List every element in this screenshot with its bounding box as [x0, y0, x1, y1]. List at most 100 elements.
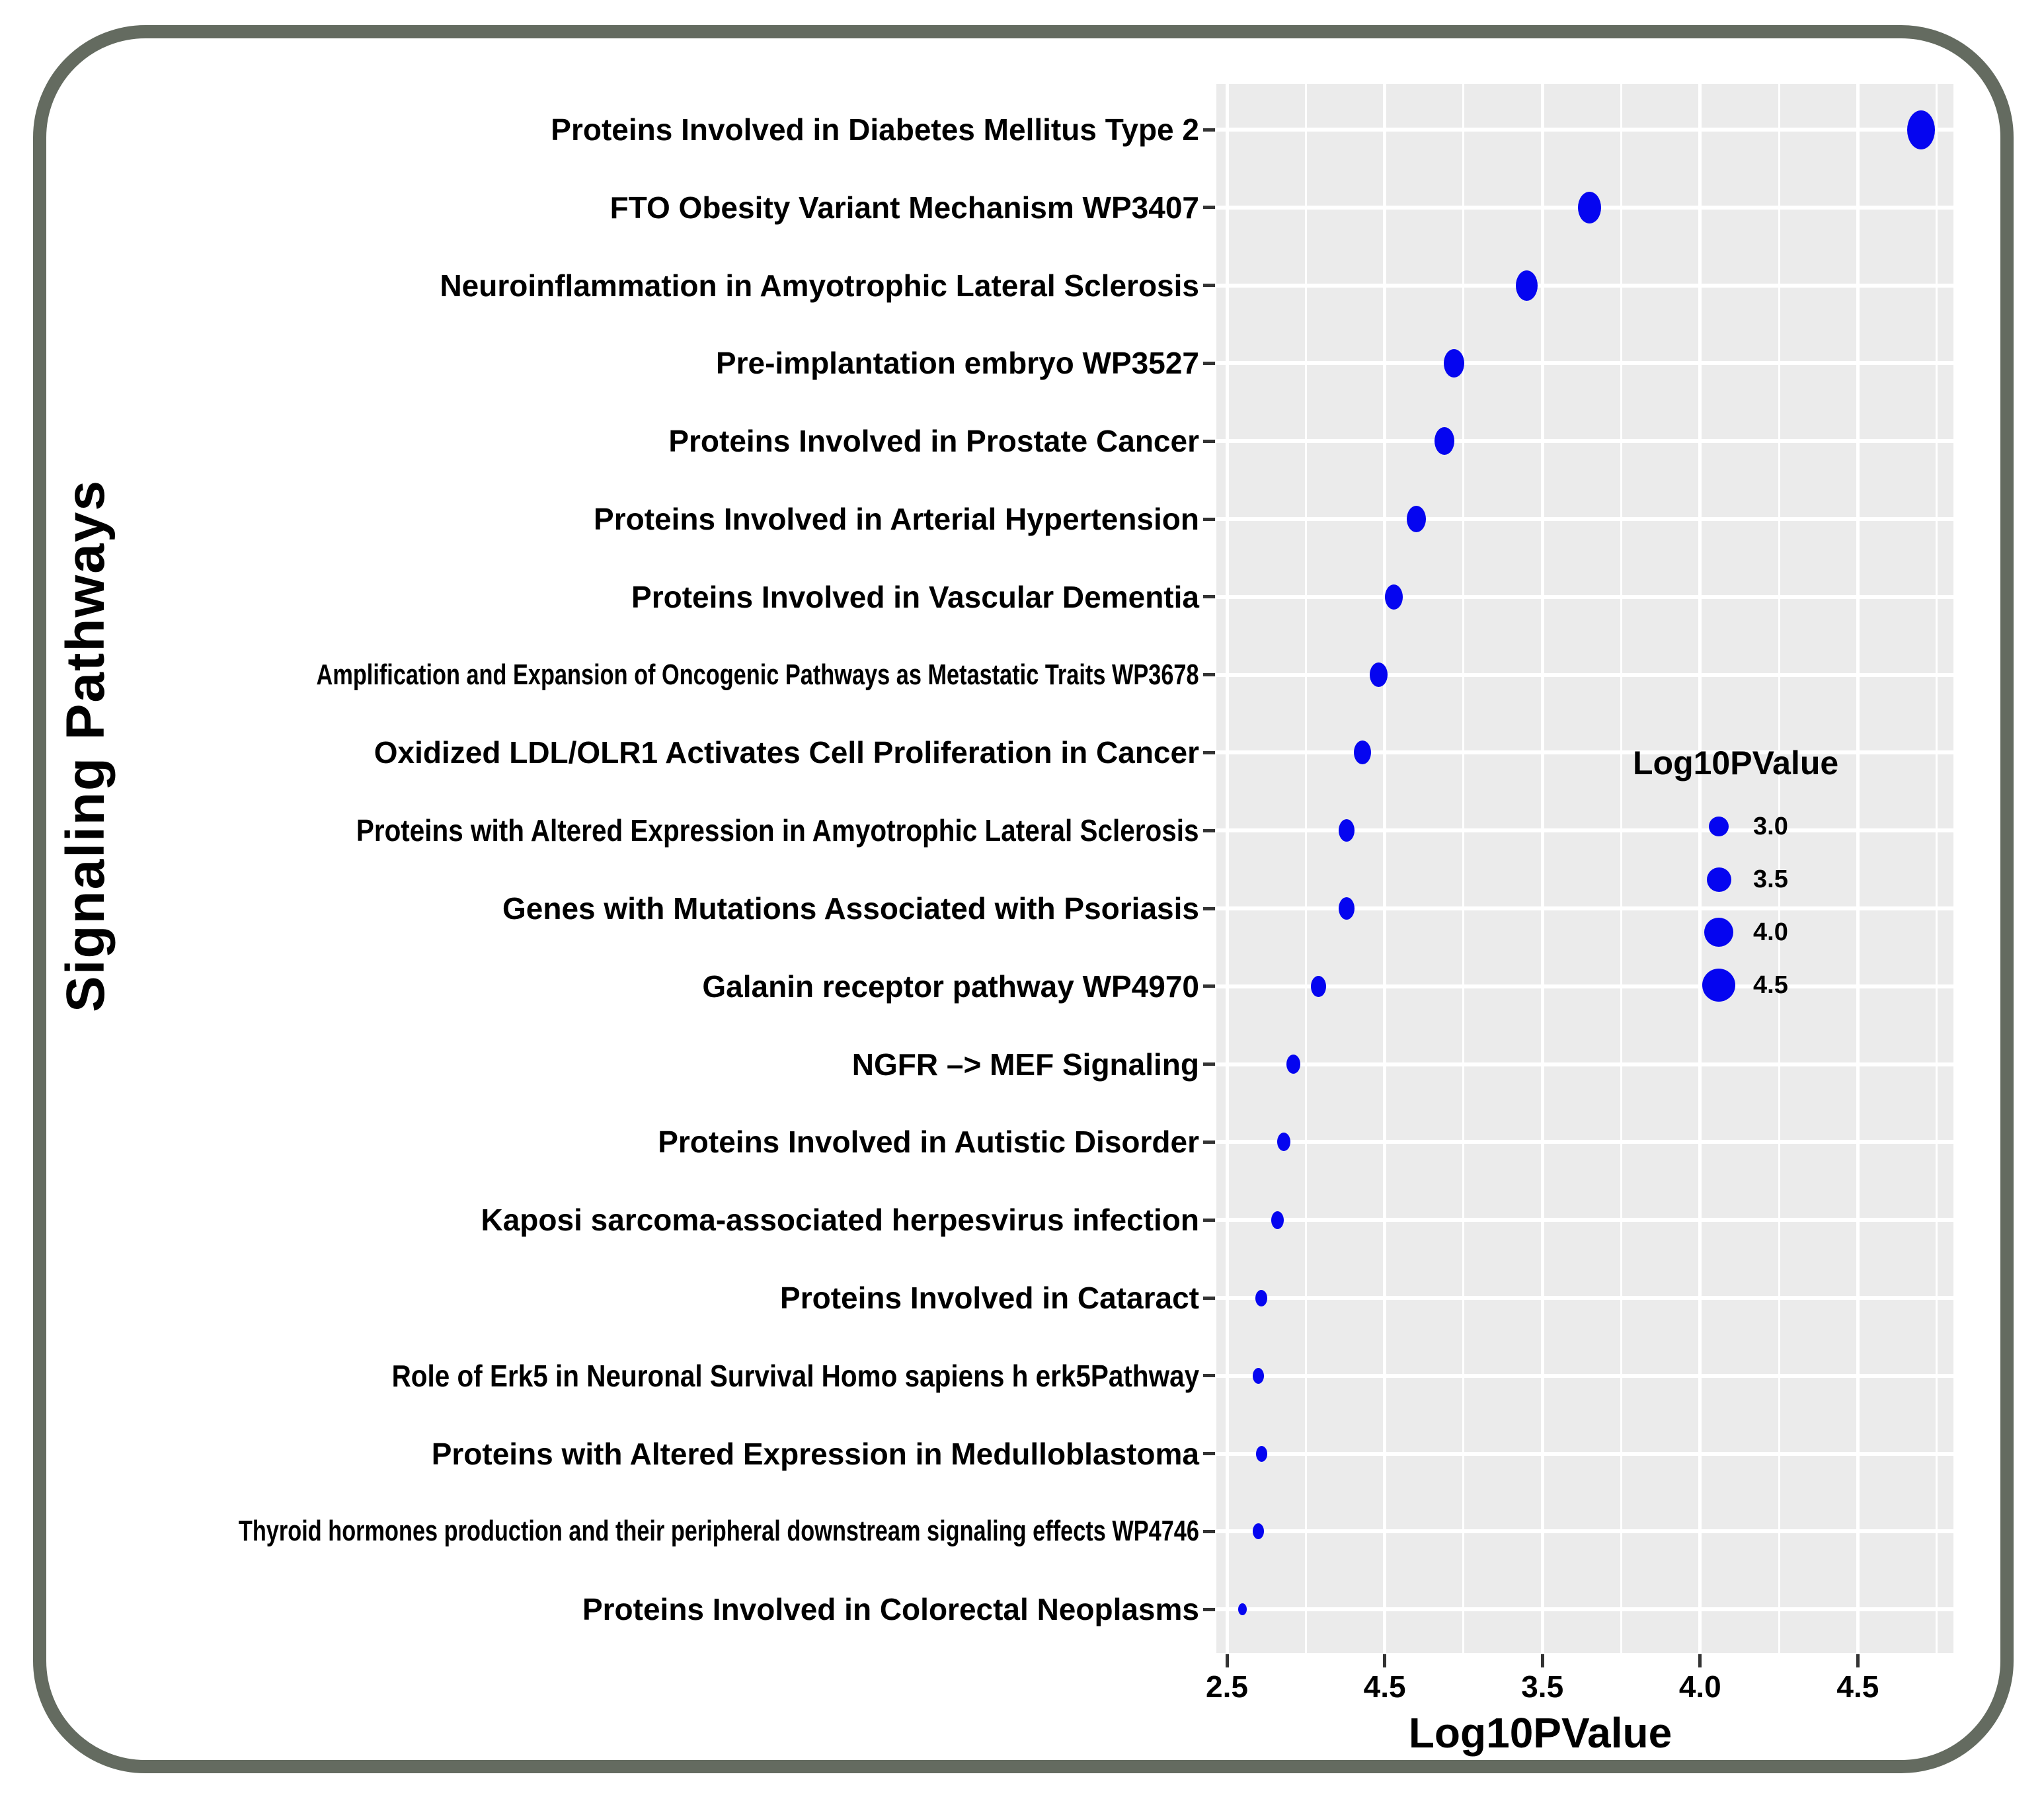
pathway-label: Proteins Involved in Arterial Hypertensi…: [594, 502, 1199, 536]
pathway-label: FTO Obesity Variant Mechanism WP3407: [609, 190, 1199, 225]
plot-panel: [1216, 84, 1953, 1653]
y-tick-mark: [1203, 1218, 1215, 1222]
major-gridline: [1856, 84, 1860, 1653]
data-point: [1406, 506, 1426, 532]
y-tick-mark: [1203, 673, 1215, 677]
y-tick-mark: [1203, 1296, 1215, 1300]
pathway-label: Neuroinflammation in Amyotrophic Lateral…: [440, 268, 1199, 303]
data-point: [1369, 662, 1388, 688]
major-gridline: [1225, 84, 1229, 1653]
data-point: [1385, 584, 1403, 610]
row-gridline: [1216, 672, 1953, 677]
y-tick-mark: [1203, 517, 1215, 521]
major-gridline: [1383, 84, 1387, 1653]
data-point: [1286, 1055, 1300, 1074]
legend-value-label: 3.0: [1753, 813, 1788, 840]
pathway-label: Galanin receptor pathway WP4970: [702, 969, 1199, 1004]
pathway-label: Genes with Mutations Associated with Pso…: [502, 891, 1199, 926]
row-gridline: [1216, 517, 1953, 521]
y-tick-mark: [1203, 206, 1215, 210]
pathway-label: Proteins Involved in Prostate Cancer: [668, 424, 1199, 459]
y-tick-mark: [1203, 1452, 1215, 1456]
legend-key-dot: [1706, 867, 1731, 892]
legend-value-label: 4.5: [1753, 971, 1788, 999]
y-tick-mark: [1203, 361, 1215, 365]
y-tick-mark: [1203, 1140, 1215, 1144]
row-gridline: [1216, 594, 1953, 599]
minor-gridline: [1304, 84, 1307, 1653]
x-tick-label: 2.5: [1206, 1669, 1248, 1704]
row-gridline: [1216, 1607, 1953, 1612]
legend-key-dot: [1704, 918, 1733, 947]
data-point: [1253, 1523, 1265, 1540]
legend-key-dot: [1709, 817, 1729, 836]
data-point: [1354, 740, 1372, 765]
row-gridline: [1216, 1140, 1953, 1144]
row-gridline: [1216, 828, 1953, 833]
x-tick-label: 4.5: [1363, 1669, 1406, 1704]
x-tick-mark: [1698, 1654, 1702, 1667]
minor-gridline: [1620, 84, 1622, 1653]
x-tick-label: 4.5: [1836, 1669, 1879, 1704]
minor-gridline: [1462, 84, 1465, 1653]
row-gridline: [1216, 984, 1953, 988]
data-point: [1238, 1603, 1247, 1616]
legend-key-dot: [1702, 969, 1735, 1002]
pathway-label: Thyroid hormones production and their pe…: [238, 1515, 1199, 1548]
pathway-label: Proteins with Altered Expression in Medu…: [431, 1436, 1199, 1471]
y-tick-mark: [1203, 1374, 1215, 1378]
pathway-label: Pre-implantation embryo WP3527: [715, 346, 1199, 381]
pathway-label: Role of Erk5 in Neuronal Survival Homo s…: [391, 1358, 1199, 1393]
row-gridline: [1216, 1451, 1953, 1456]
pathway-label: Proteins with Altered Expression in Amyo…: [356, 813, 1199, 848]
x-tick-mark: [1383, 1654, 1387, 1667]
row-gridline: [1216, 1062, 1953, 1066]
y-tick-mark: [1203, 1607, 1215, 1611]
row-gridline: [1216, 1529, 1953, 1534]
row-gridline: [1216, 283, 1953, 288]
data-point: [1310, 975, 1326, 997]
row-gridline: [1216, 1218, 1953, 1222]
major-gridline: [1698, 84, 1702, 1653]
pathway-label: Amplification and Expansion of Oncogenic…: [316, 658, 1199, 691]
y-tick-mark: [1203, 984, 1215, 988]
pathway-label: Proteins Involved in Autistic Disorder: [658, 1125, 1199, 1160]
y-tick-mark: [1203, 906, 1215, 910]
pathway-label: Proteins Involved in Diabetes Mellitus T…: [551, 112, 1199, 147]
y-tick-mark: [1203, 284, 1215, 288]
pathway-label: Oxidized LDL/OLR1 Activates Cell Prolife…: [373, 735, 1199, 770]
y-tick-mark: [1203, 595, 1215, 599]
pathway-label: Proteins Involved in Vascular Dementia: [631, 579, 1199, 614]
row-gridline: [1216, 1296, 1953, 1300]
x-tick-mark: [1540, 1654, 1544, 1667]
pathway-label: Kaposi sarcoma-associated herpesvirus in…: [481, 1203, 1199, 1238]
row-gridline: [1216, 439, 1953, 444]
x-tick-label: 3.5: [1521, 1669, 1564, 1704]
x-tick-label: 4.0: [1678, 1669, 1721, 1704]
row-gridline: [1216, 750, 1953, 755]
minor-gridline: [1936, 84, 1938, 1653]
row-gridline: [1216, 1373, 1953, 1378]
major-gridline: [1540, 84, 1544, 1653]
pathway-label: Proteins Involved in Colorectal Neoplasm…: [582, 1592, 1199, 1627]
x-axis-title: Log10PValue: [1408, 1709, 1672, 1757]
data-point: [1906, 110, 1935, 149]
data-point: [1255, 1289, 1268, 1306]
row-gridline: [1216, 361, 1953, 366]
data-point: [1253, 1367, 1265, 1384]
y-tick-mark: [1203, 828, 1215, 832]
y-tick-mark: [1203, 1529, 1215, 1533]
y-axis-title: Signaling Pathways: [56, 479, 116, 1013]
y-tick-mark: [1203, 750, 1215, 754]
data-point: [1339, 897, 1355, 920]
data-point: [1255, 1445, 1267, 1462]
y-tick-mark: [1203, 1062, 1215, 1066]
data-point: [1444, 348, 1465, 378]
data-point: [1277, 1133, 1290, 1152]
pathway-label: Proteins Involved in Cataract: [780, 1281, 1199, 1315]
legend-title: Log10PValue: [1633, 744, 1839, 781]
x-tick-mark: [1225, 1654, 1229, 1667]
legend-value-label: 4.0: [1753, 918, 1788, 946]
data-point: [1515, 270, 1538, 301]
